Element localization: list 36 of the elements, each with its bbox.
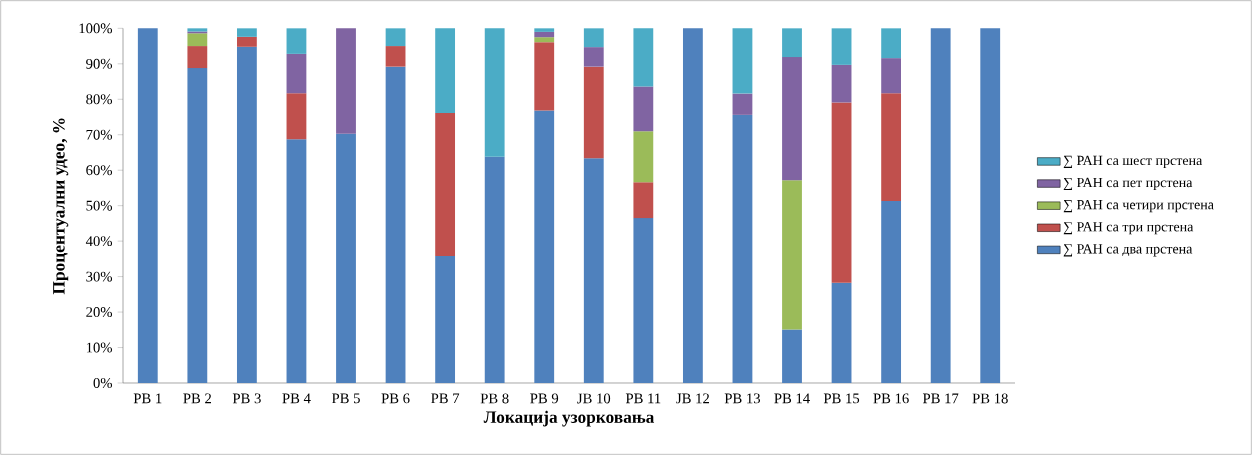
- y-tick-label: 50%: [86, 200, 113, 211]
- x-tick-label: РВ 16: [873, 393, 909, 404]
- y-tick-label: 90%: [86, 58, 113, 69]
- x-axis-title: Локација узорковања: [483, 410, 655, 427]
- y-tick-label: 40%: [85, 236, 113, 247]
- legend-label: ∑ РАН са три прстена: [1063, 222, 1194, 235]
- x-tick-label: РВ 18: [972, 393, 1008, 404]
- x-tick-label: РВ 13: [724, 393, 761, 404]
- x-tick-label: РВ 15: [823, 393, 860, 404]
- x-tick-label: РВ 17: [922, 393, 959, 404]
- x-tick-label: РВ 11: [625, 393, 661, 404]
- legend-label: ∑ РАН са шест прстена: [1063, 155, 1203, 168]
- y-axis-title: Процентуални удео, %: [53, 118, 69, 295]
- y-tick-label: 60%: [86, 165, 113, 176]
- x-tick-label: РВ 4: [282, 393, 311, 404]
- x-tick-label: ЈВ 12: [676, 393, 709, 404]
- x-tick-label: РВ 5: [331, 393, 360, 404]
- x-tick-label: РВ 2: [183, 393, 211, 404]
- x-tick-label: РВ 1: [133, 393, 162, 404]
- y-tick-label: 10%: [86, 342, 113, 353]
- legend-label: ∑ РАН са пет прстена: [1063, 177, 1193, 191]
- x-tick-label: РВ 3: [232, 393, 261, 404]
- x-tick-label: РВ 9: [530, 393, 559, 404]
- y-tick-label: 0%: [93, 378, 113, 388]
- x-tick-label: РВ 7: [431, 393, 460, 404]
- y-tick-label: 80%: [86, 94, 113, 105]
- y-tick-label: 100%: [79, 23, 113, 34]
- y-tick-label: 20%: [86, 307, 113, 318]
- x-tick-label: ЈВ 10: [577, 393, 611, 404]
- y-tick-label: 70%: [86, 129, 113, 140]
- legend-label: ∑ РАН са два прстена: [1063, 244, 1193, 257]
- x-tick-label: РВ 14: [774, 393, 810, 404]
- y-tick-label: 30%: [86, 271, 113, 282]
- x-tick-label: РВ 8: [480, 393, 509, 404]
- legend-label: ∑ РАН са четири прстена: [1063, 199, 1214, 213]
- x-tick-label: РВ 6: [381, 393, 410, 404]
